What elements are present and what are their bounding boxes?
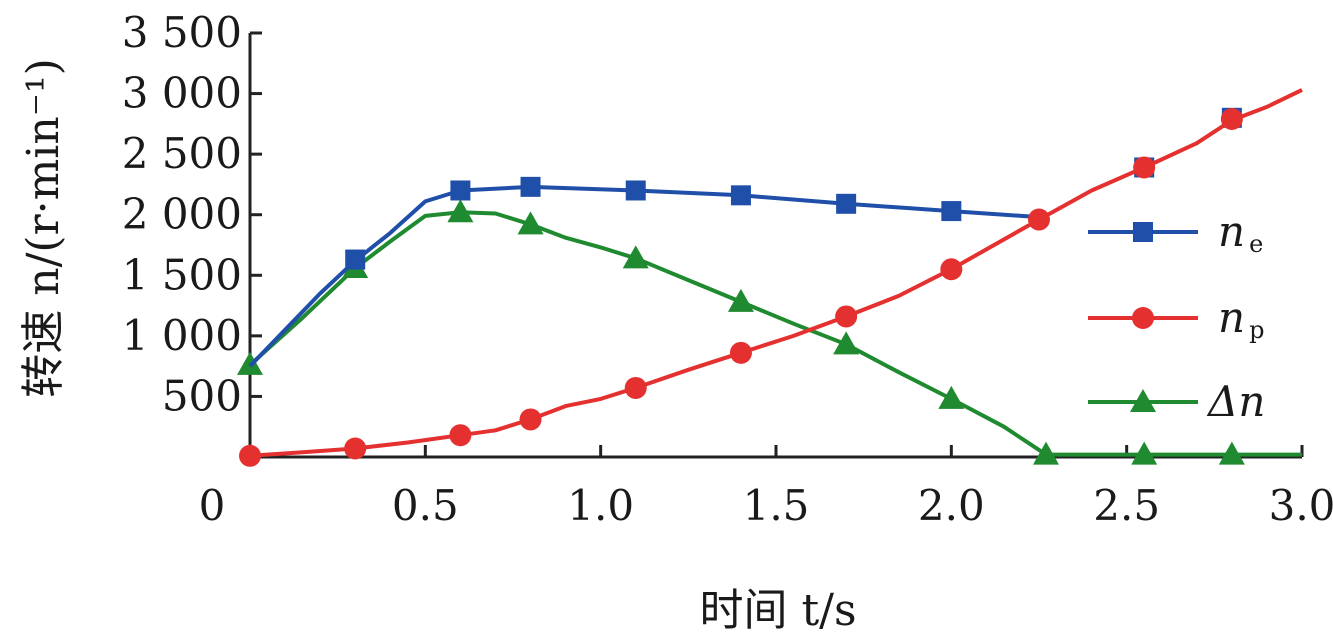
delta-n-marker xyxy=(622,245,649,269)
np-marker xyxy=(940,258,963,281)
delta-n-marker xyxy=(447,199,474,223)
delta-n-marker xyxy=(938,385,965,409)
delta-n-marker xyxy=(1131,441,1158,465)
np-marker xyxy=(1028,208,1050,231)
np-marker xyxy=(449,424,472,447)
y-tick-label: 1 500 xyxy=(122,250,242,299)
x-tick-label: 2.5 xyxy=(1093,481,1160,530)
delta-n-marker xyxy=(1033,441,1060,465)
x-axis-title: 时间 t/s xyxy=(699,585,856,636)
np-marker xyxy=(624,376,647,399)
ne-marker xyxy=(520,176,541,197)
series-delta-n xyxy=(237,199,1302,465)
x-tick-label: 0 xyxy=(199,481,226,530)
np-marker xyxy=(835,305,858,328)
series-np xyxy=(239,88,1303,467)
delta-n-marker xyxy=(727,288,754,312)
delta-n-marker xyxy=(1218,441,1245,465)
series-line xyxy=(248,184,1040,368)
y-tick-label: 1 000 xyxy=(122,311,242,360)
delta-n-marker xyxy=(1130,389,1156,412)
axes: 500 1 000 1 500 2 000 2 500 3 000 3 500 0 0.5 1.0… xyxy=(122,8,1333,530)
y-axis-title: 转速 n/(r·min⁻¹) xyxy=(18,58,69,398)
ne-marker xyxy=(450,180,471,201)
y-tick-label: 500 xyxy=(162,371,242,420)
y-tick-label: 2 000 xyxy=(122,190,242,239)
delta-n-marker xyxy=(833,331,860,355)
x-tick-label: 3.0 xyxy=(1269,481,1333,530)
legend-item: Δn xyxy=(1088,377,1265,426)
x-tick-label: 1.0 xyxy=(567,481,634,530)
x-tick-label: 0.5 xyxy=(392,481,459,530)
legend-label-subscript: p xyxy=(1249,316,1264,344)
ne-marker xyxy=(836,193,857,214)
legend-label-subscript: e xyxy=(1249,230,1263,258)
np-marker xyxy=(519,408,542,431)
np-marker xyxy=(1133,156,1156,179)
delta-n-marker xyxy=(517,211,544,235)
ne-marker xyxy=(345,249,366,270)
np-marker xyxy=(729,341,752,364)
np-marker xyxy=(1220,108,1243,131)
y-tick-label: 3 000 xyxy=(122,69,242,118)
x-tick-label: 2.0 xyxy=(918,481,985,530)
ne-marker xyxy=(625,180,646,201)
series-layer xyxy=(237,88,1303,467)
np-marker xyxy=(239,444,261,467)
ne-marker xyxy=(1133,222,1153,242)
y-tick-label: 3 500 xyxy=(122,8,242,57)
np-marker xyxy=(1132,307,1154,329)
legend-label: Δn xyxy=(1206,377,1265,426)
series-line xyxy=(248,210,1302,457)
legend: n e n p Δn xyxy=(1088,207,1265,426)
ne-marker xyxy=(941,201,962,222)
y-tick-label: 2 500 xyxy=(122,129,242,178)
np-marker xyxy=(344,437,367,460)
ne-marker xyxy=(730,185,751,206)
x-tick-label: 1.5 xyxy=(743,481,810,530)
